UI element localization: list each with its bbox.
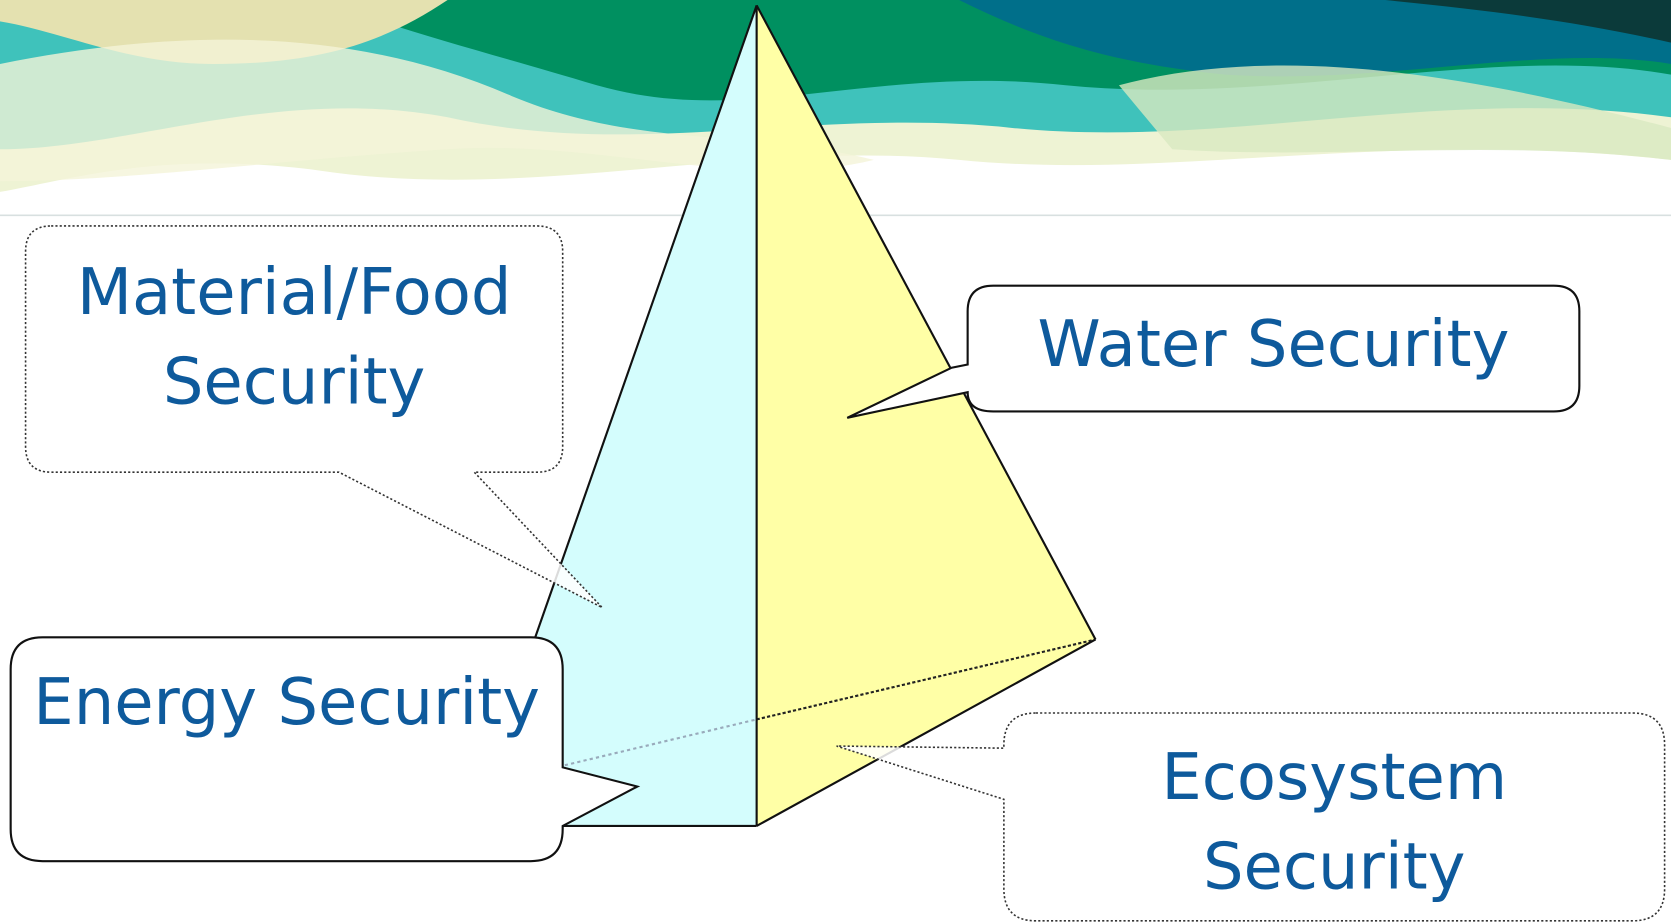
callout-label: Energy Security xyxy=(33,666,540,740)
callout-label: Ecosystem xyxy=(1161,741,1507,815)
header-waves xyxy=(0,0,1671,217)
callout-energy: Energy Security xyxy=(9,636,641,863)
pyramid xyxy=(499,4,1097,828)
callout-material-food: Material/Food Security xyxy=(24,225,603,609)
pyramid-face-right xyxy=(756,5,1096,826)
callout-label: Security xyxy=(1203,830,1466,904)
pyramid-face-left xyxy=(500,5,757,826)
callout-label: Water Security xyxy=(1038,308,1510,382)
callout-ecosystem: Ecosystem Security xyxy=(836,712,1666,922)
callout-water: Water Security xyxy=(846,284,1581,419)
callout-label: Material/Food xyxy=(77,256,512,330)
callout-label: Security xyxy=(163,345,426,419)
